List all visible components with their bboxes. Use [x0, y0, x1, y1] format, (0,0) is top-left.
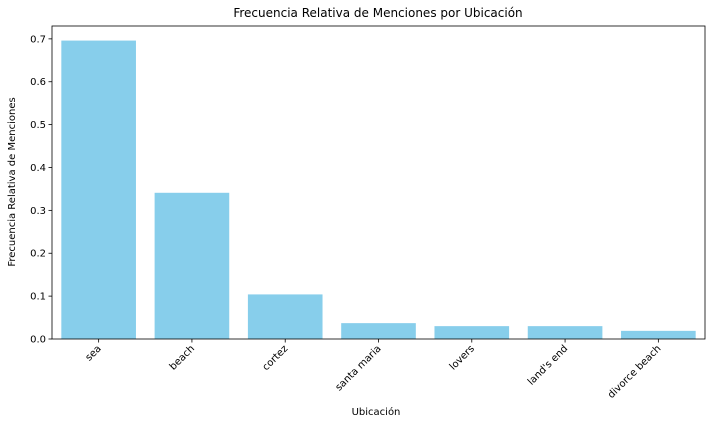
x-tick-label: divorce beach — [606, 343, 664, 401]
x-tick-label: lovers — [448, 343, 477, 372]
y-tick-label: 0.5 — [30, 120, 46, 131]
x-tick-label: santa maria — [334, 343, 384, 393]
x-tick-label: beach — [168, 343, 197, 372]
bar-sea — [61, 40, 136, 339]
y-tick-label: 0.4 — [30, 163, 46, 174]
bar-cortez — [247, 294, 323, 339]
bar-lovers — [434, 326, 510, 339]
y-axis-label: Frecuencia Relativa de Menciones — [7, 97, 18, 266]
bar-santa-maria — [341, 323, 416, 339]
plot-area: 0.0 0.1 0.2 0.3 0.4 0.5 0.6 0.7 sea beach cortez sa… — [30, 25, 706, 401]
bar-land-s-end — [527, 326, 603, 339]
y-tick-label: 0.7 — [30, 34, 46, 45]
x-tick-label: land's end — [526, 343, 570, 387]
bar-divorce-beach — [621, 330, 696, 339]
x-tick-label: cortez — [261, 343, 291, 373]
y-tick-label: 0.3 — [30, 206, 46, 217]
x-tick-label: sea — [84, 343, 104, 363]
axes-frame — [51, 25, 706, 340]
bar-beach — [154, 192, 230, 339]
y-tick-label: 0.2 — [30, 249, 46, 260]
y-tick-label: 0.1 — [30, 292, 46, 303]
y-tick-label: 0.0 — [30, 335, 46, 346]
x-axis-label: Ubicación — [352, 406, 401, 418]
y-tick-label: 0.6 — [30, 77, 46, 88]
chart-title: Frecuencia Relativa de Menciones por Ubi… — [233, 6, 522, 20]
